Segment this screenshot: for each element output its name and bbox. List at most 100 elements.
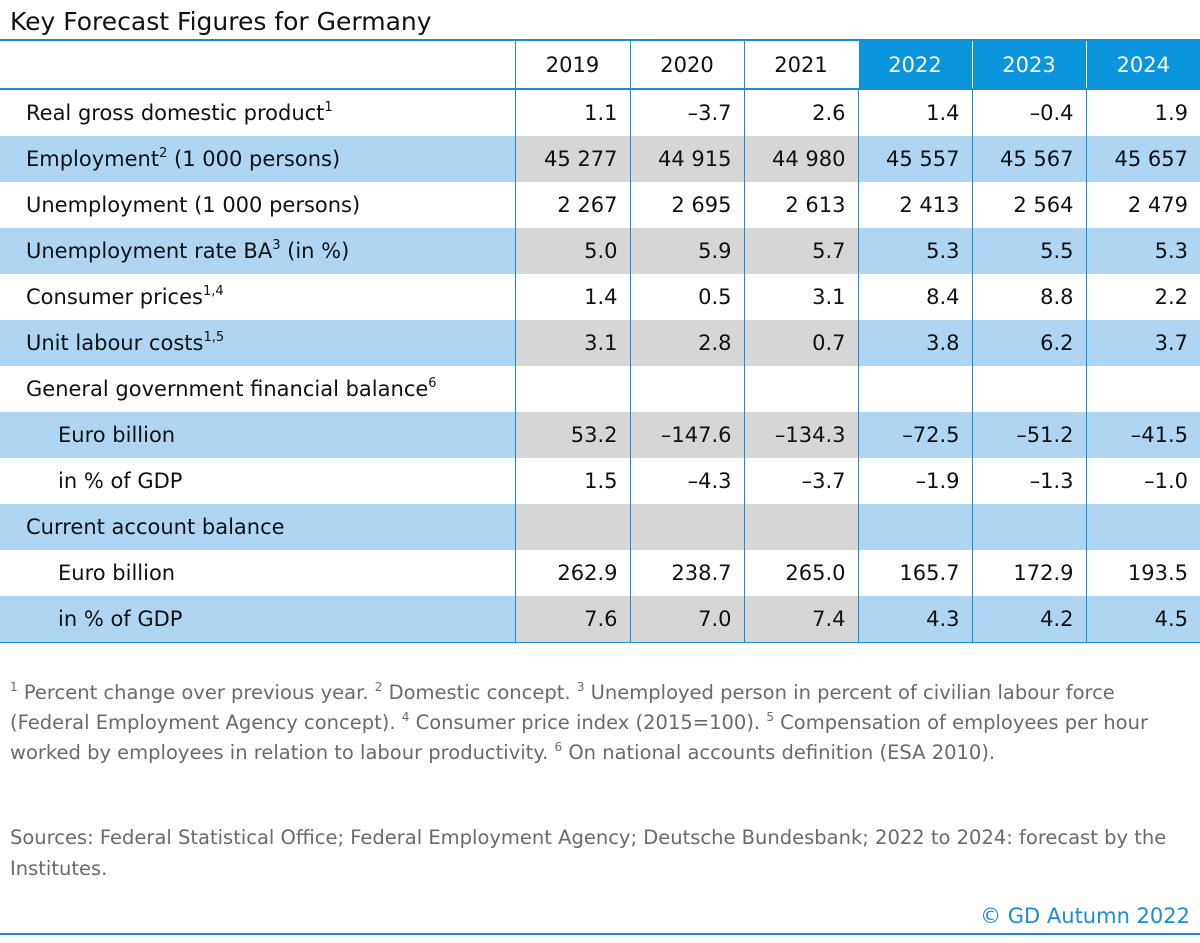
value-cell: 172.9 [971,550,1086,596]
page-title: Key Forecast Figures for Germany [10,7,432,36]
row-label: Unemployment (1 000 persons) [0,182,515,228]
value-cell: 238.7 [629,550,744,596]
value-cell: –3.7 [629,89,744,136]
value-cell: 0.7 [743,320,858,366]
value-cell: 6.2 [971,320,1086,366]
table-row: in % of GDP 7.6 7.0 7.4 4.3 4.2 4.5 [0,596,1200,643]
value-cell: 8.8 [971,274,1086,320]
footnote-text: Consumer price index (2015=100). [409,711,767,734]
value-cell: 5.7 [743,228,858,274]
forecast-year-header: 2022 [857,41,972,90]
forecast-year-header: 2023 [971,41,1086,90]
table-row: Euro billion 53.2 –147.6 –134.3 –72.5 –51.2 –4… [0,412,1200,458]
forecast-year-header: 2024 [1085,41,1200,90]
value-cell [1085,366,1200,412]
footnote-marker: 3 [272,238,281,253]
value-cell: 45 657 [1085,136,1200,182]
footnote-number: 6 [554,740,563,754]
value-cell [971,504,1086,550]
footnote-marker: 1 [324,100,333,115]
value-cell: 2.2 [1085,274,1200,320]
footnote-marker: 1,4 [202,284,224,299]
value-cell: –4.3 [629,458,744,504]
row-label-suffix: (in %) [280,239,350,263]
footnote-number: 1 [10,680,18,694]
sources-note: Sources: Federal Statistical Office; Fed… [10,826,1167,880]
value-cell: 2.8 [629,320,744,366]
year-header: 2020 [629,41,744,90]
value-cell: 7.6 [514,596,630,643]
value-cell [629,366,744,412]
value-cell: 2 267 [514,182,630,228]
value-cell: 3.8 [857,320,972,366]
row-label-text: Unemployment rate BA [26,239,273,263]
value-cell: 2.6 [743,89,858,136]
footnote-text: Unemployed person in percent of civilian… [10,681,1115,734]
row-label-text: Unemployment (1 000 persons) [26,193,361,217]
value-cell: 53.2 [514,412,630,458]
value-cell: 0.5 [629,274,744,320]
value-cell: 1.4 [514,274,630,320]
value-cell: 45 567 [971,136,1086,182]
copyright-note: © GD Autumn 2022 [980,904,1190,928]
value-cell [971,366,1086,412]
header-label-cell [0,41,515,90]
row-label-text: in % of GDP [58,469,183,493]
value-cell: 265.0 [743,550,858,596]
row-label: Unemployment rate BA3 (in %) [0,228,515,274]
row-label: Euro billion [0,412,515,458]
footnote-marker: 6 [428,376,437,391]
top-divider [0,39,1200,41]
footnote-text: Domestic concept. [382,681,577,704]
row-label: in % of GDP [0,596,515,643]
value-cell: –147.6 [629,412,744,458]
value-cell: –72.5 [857,412,972,458]
footnote-number: 3 [576,680,585,694]
value-cell: 5.5 [971,228,1086,274]
row-label-text: Employment [26,147,160,171]
bottom-divider [0,933,1200,935]
value-cell: 2 479 [1085,182,1200,228]
value-cell [514,504,630,550]
value-cell: 193.5 [1085,550,1200,596]
value-cell: –1.3 [971,458,1086,504]
table-row: Consumer prices1,4 1.4 0.5 3.1 8.4 8.8 2.2 [0,274,1200,320]
row-label-text: General government financial balance [26,377,429,401]
row-label-text: Current account balance [26,515,285,539]
row-label: Euro billion [0,550,515,596]
value-cell: 5.3 [1085,228,1200,274]
row-label-text: in % of GDP [58,607,183,631]
table-row: Current account balance [0,504,1200,550]
value-cell: 2 413 [857,182,972,228]
value-cell: –134.3 [743,412,858,458]
value-cell: 2 695 [629,182,744,228]
table-row: Unit labour costs1,5 3.1 2.8 0.7 3.8 6.2 3.7 [0,320,1200,366]
table-row: in % of GDP 1.5 –4.3 –3.7 –1.9 –1.3 –1.0 [0,458,1200,504]
table-row: Real gross domestic product1 1.1 –3.7 2.6 1.… [0,89,1200,136]
value-cell [857,504,972,550]
value-cell: 1.1 [514,89,630,136]
table-row: Euro billion 262.9 238.7 265.0 165.7 172.9 193… [0,550,1200,596]
row-label-suffix: (1 000 persons) [167,147,341,171]
row-label-text: Consumer prices [26,285,203,309]
value-cell: –1.9 [857,458,972,504]
value-cell [514,366,630,412]
row-label-text: Euro billion [58,561,176,585]
table-row: General government financial balance6 [0,366,1200,412]
value-cell: 8.4 [857,274,972,320]
value-cell: 5.3 [857,228,972,274]
table-row: Unemployment rate BA3 (in %) 5.0 5.9 5.7 5.3… [0,228,1200,274]
value-cell [743,366,858,412]
value-cell: 7.4 [743,596,858,643]
value-cell: 165.7 [857,550,972,596]
value-cell: –51.2 [971,412,1086,458]
row-label: Current account balance [0,504,515,550]
year-header: 2021 [743,41,858,90]
value-cell: 45 277 [514,136,630,182]
row-label: Unit labour costs1,5 [0,320,515,366]
row-label: Real gross domestic product1 [0,89,515,136]
header-row: 2019 2020 2021 2022 2023 2024 [0,41,1200,90]
footnote-text: Percent change over previous year. [17,681,375,704]
footnote-marker: 1,5 [203,330,225,345]
value-cell: –41.5 [1085,412,1200,458]
